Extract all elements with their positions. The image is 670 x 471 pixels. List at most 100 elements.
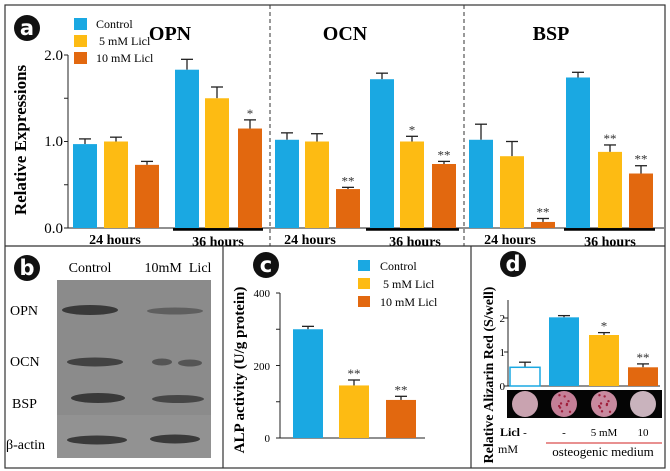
legend-swatch-5mm xyxy=(74,35,87,47)
mineral-nodule xyxy=(563,395,566,398)
bar xyxy=(509,366,541,387)
y-tick-label: 1 xyxy=(500,347,506,359)
bar xyxy=(305,141,329,228)
bar xyxy=(549,317,579,386)
y-axis-label-c: ALP activity (U/g protein) xyxy=(232,287,248,454)
mineral-nodule xyxy=(605,403,609,407)
gene-title-ocn: OCN xyxy=(323,23,368,45)
legend-a: Control 5 mM Licl 10 mM Licl xyxy=(74,17,154,65)
blot-row-bsp: BSP xyxy=(12,397,37,412)
figure-frame xyxy=(4,4,666,469)
y-tick-label: 400 xyxy=(254,288,271,300)
legend-label-control: Control xyxy=(380,259,417,273)
legend-swatch-10mm xyxy=(74,52,87,64)
y-tick-label: 0 xyxy=(500,381,506,393)
bar xyxy=(339,385,369,438)
significance-marker: * xyxy=(247,106,254,121)
mineral-nodule xyxy=(557,404,561,408)
panel-c: c Control 5 mM Licl 10 mM Licl ALP activ… xyxy=(232,252,438,453)
significance-marker: ** xyxy=(342,173,355,188)
protein-band xyxy=(147,307,203,315)
blot-bands xyxy=(62,305,204,445)
legend-label-10mm: 10 mM Licl xyxy=(96,51,154,65)
x-label-ocn-24: 24 hours xyxy=(284,233,336,248)
bar xyxy=(628,367,658,386)
condition-label: 5 mM xyxy=(591,427,618,439)
bar xyxy=(589,335,619,386)
x-label-bsp-36: 36 hours xyxy=(584,235,636,250)
protein-band xyxy=(67,435,127,445)
bars-d: ***- -5 mM 10 xyxy=(504,300,660,439)
protein-band xyxy=(62,305,118,315)
legend-label-control: Control xyxy=(96,17,133,31)
panel-a: a Control 5 mM Licl 10 mM Licl OPN OCN B… xyxy=(11,15,664,250)
mineral-nodule xyxy=(599,402,603,405)
protein-band xyxy=(71,393,125,403)
bar xyxy=(370,79,394,228)
blot-row-ocn: OCN xyxy=(10,355,40,370)
row-label-unit: mM xyxy=(498,442,518,456)
group-label-osteogenic: osteogenic medium xyxy=(552,444,653,459)
bars-a: ************ xyxy=(64,54,664,231)
panel-label-badge xyxy=(14,255,40,281)
mineral-nodule xyxy=(567,399,570,403)
significance-marker: ** xyxy=(438,147,451,162)
protein-band xyxy=(152,358,172,366)
bar xyxy=(275,139,299,228)
y-tick-label: 2.0 xyxy=(44,48,63,64)
bar xyxy=(531,221,555,228)
bar xyxy=(400,141,424,228)
panel-b: b Control 10mM Licl OPN OCN BSP β-actin xyxy=(6,255,212,458)
bar xyxy=(598,151,622,228)
mineral-nodule xyxy=(608,410,612,414)
bar xyxy=(469,139,493,228)
significance-marker: * xyxy=(409,122,416,137)
condition-label: - xyxy=(523,427,527,439)
mineral-nodule xyxy=(603,395,606,398)
culture-well xyxy=(591,391,617,417)
bar xyxy=(629,173,653,228)
significance-marker: ** xyxy=(637,350,650,365)
bar xyxy=(386,399,416,438)
blot-column-licl: 10mM Licl xyxy=(145,261,212,276)
mineral-nodule xyxy=(598,394,601,397)
significance-marker: * xyxy=(601,319,608,334)
panel-label-b: b xyxy=(19,256,34,280)
bar xyxy=(135,164,159,228)
blot-column-control: Control xyxy=(69,261,112,276)
panel-label-d: d xyxy=(505,252,520,276)
bar xyxy=(566,77,590,229)
y-axis-label-d: Relative Alizarin Red (S/well) xyxy=(482,286,497,463)
bar xyxy=(175,69,199,228)
mineral-nodule xyxy=(560,410,564,413)
bar xyxy=(205,98,229,228)
x-label-opn-24: 24 hours xyxy=(89,233,141,248)
x-label-opn-36: 36 hours xyxy=(192,235,244,250)
protein-band xyxy=(178,359,202,367)
blot-row-actin: β-actin xyxy=(6,438,45,453)
stained-wells xyxy=(512,391,656,417)
condition-label: - xyxy=(562,427,566,439)
legend-label-10mm: 10 mM Licl xyxy=(380,295,438,309)
legend-label-5mm: 5 mM Licl xyxy=(383,277,435,291)
legend-label-5mm: 5 mM Licl xyxy=(99,34,151,48)
bar xyxy=(73,144,97,228)
bar xyxy=(500,156,524,228)
bar xyxy=(293,329,323,438)
condition-label: 10 xyxy=(638,427,650,439)
significance-marker: ** xyxy=(604,131,617,146)
significance-marker: ** xyxy=(635,152,648,167)
row-label-licl: Licl xyxy=(500,425,521,439)
x-label-ocn-36: 36 hours xyxy=(389,235,441,250)
legend-swatch-10mm xyxy=(358,296,370,307)
bar xyxy=(336,189,360,228)
mineral-nodule xyxy=(607,399,610,403)
panel-label-a: a xyxy=(20,16,34,40)
blot-row-opn: OPN xyxy=(10,304,38,319)
panel-label-badge xyxy=(253,252,279,278)
significance-marker: ** xyxy=(395,382,408,397)
mineral-nodule xyxy=(600,410,604,413)
significance-marker: ** xyxy=(348,366,361,381)
mineral-nodule xyxy=(559,402,563,405)
